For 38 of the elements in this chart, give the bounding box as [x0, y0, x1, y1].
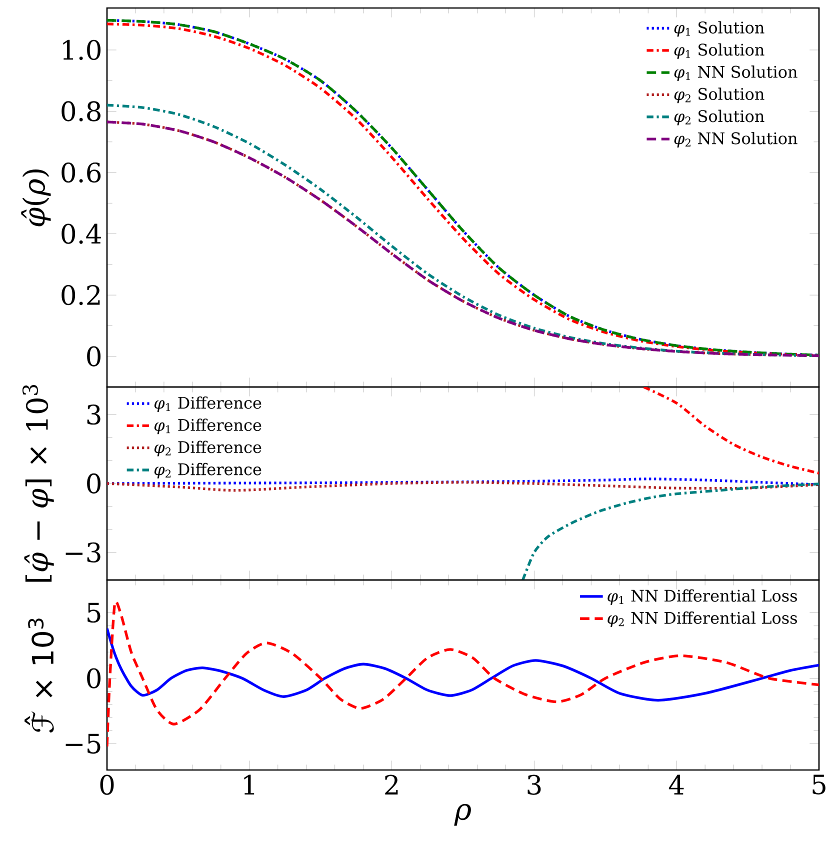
x-tick-label: 3: [528, 774, 541, 795]
y-tick-label: 0.6: [62, 162, 101, 183]
x-tick-label: 4: [668, 774, 684, 794]
legend-label: φ$_{2}$ Solution: [674, 110, 764, 126]
legend-label: φ$_{1}$ NN Differential Loss: [608, 589, 797, 605]
legend-label: φ$_{2}$ NN Differential Loss: [608, 612, 797, 628]
y-tick-label: 1.0: [63, 40, 101, 60]
y-tick-label: 3: [87, 404, 100, 425]
y-tick-label: 0.4: [62, 224, 101, 244]
legend-label: φ$_{2}$ Difference: [154, 440, 262, 456]
y-tick-label: 0: [87, 473, 101, 494]
legend-label: φ$_{2}$ NN Solution: [674, 132, 798, 148]
x-tick-label: 1: [244, 774, 254, 794]
x-tick-label: 0: [100, 774, 114, 795]
legend-label: φ$_{1}$ Solution: [674, 21, 764, 37]
legend-label: φ$_{1}$ Solution: [674, 43, 764, 59]
legend-label: φ$_{2}$ Difference: [154, 462, 262, 478]
y-tick-label: 0.2: [62, 285, 100, 306]
legend-label: φ$_{1}$ Difference: [154, 396, 262, 412]
y-tick-label: 0.8: [62, 101, 100, 122]
legend-label: φ$_{1}$ NN Solution: [674, 66, 798, 81]
line-series: [642, 387, 819, 474]
y-axis-title: φ̂(ρ): [21, 169, 51, 226]
line-series: [106, 627, 819, 702]
legend-label: φ$_{1}$ Difference: [154, 418, 262, 434]
y-tick-label: −5: [66, 734, 100, 754]
y-tick-label: 0: [87, 346, 101, 366]
line-series: [106, 481, 819, 492]
y-tick-label: 5: [88, 602, 100, 623]
line-series: [521, 482, 819, 580]
x-axis-title: ρ: [454, 804, 471, 826]
y-axis-title: ℱ̂ × 10$^{3}$: [24, 618, 54, 732]
legend-label: φ$_{2}$ Solution: [674, 88, 764, 104]
y-tick-label: 0: [87, 668, 101, 688]
x-tick-label: 5: [812, 774, 826, 795]
x-tick-label: 2: [385, 774, 398, 794]
y-axis-title: [φ̂ − φ] × 10$^{3}$: [22, 384, 54, 582]
y-tick-label: −3: [66, 542, 100, 563]
